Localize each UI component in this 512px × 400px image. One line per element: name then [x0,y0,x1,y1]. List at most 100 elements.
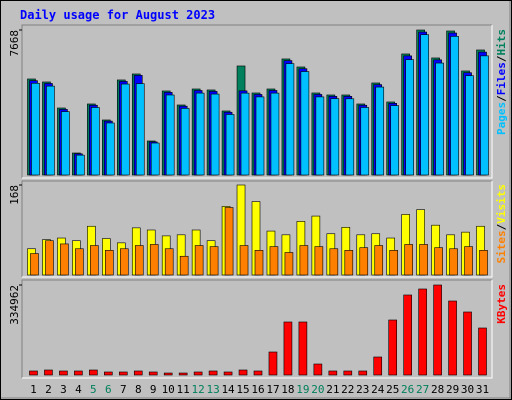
x-tick-label: 19 [296,383,309,396]
bar [165,94,175,176]
plot-area [22,280,492,378]
bar [208,370,218,376]
bar [29,370,38,376]
bar [60,243,69,276]
bar [106,122,115,176]
x-tick-label: 30 [461,383,474,396]
legend-entry: Hits [495,29,508,56]
bar [434,247,443,276]
x-tick-label: 2 [45,383,52,396]
bar [313,363,323,376]
x-tick-label: 25 [386,383,399,396]
bevel [22,181,493,278]
bar [419,244,428,276]
bar [435,62,444,176]
bar [480,55,489,176]
bar [238,369,248,376]
bar [345,98,355,176]
bar [179,255,189,276]
bar [223,371,233,376]
x-tick-label: 3 [60,383,67,396]
bar [465,75,474,176]
legend-entry: Visits [495,184,508,224]
x-tick-label: 18 [281,383,294,396]
x-tick-label: 26 [401,383,414,396]
x-tick-label: 10 [162,383,175,396]
x-tick-label: 31 [476,383,489,396]
chart-title: Daily usage for August 2023 [20,8,215,22]
x-tick-label: 23 [356,383,369,396]
bar [91,107,100,176]
bar [255,96,265,176]
x-tick-label: 15 [236,383,249,396]
bar [329,248,339,276]
bar [61,111,70,176]
x-tick-label: 22 [341,383,354,396]
x-tick-label: 6 [105,383,112,396]
bar [298,321,308,376]
bar [118,371,128,376]
bar [239,245,249,276]
bar [193,371,203,376]
bar [420,34,429,176]
y-tick-label: 334962 [8,285,21,325]
bar [44,369,53,376]
bar [285,63,295,176]
bar [270,92,280,176]
bar [375,86,385,176]
bar [328,370,338,376]
bar [284,252,294,276]
bevel [22,280,493,379]
x-tick-label: 29 [446,383,459,396]
bar [148,371,158,376]
bar [133,370,143,376]
bar [479,250,488,276]
bar [74,370,83,376]
bar [433,284,442,376]
bar [405,59,414,176]
bar [449,248,458,276]
bar [149,244,159,276]
bar [448,300,457,376]
bar [120,83,130,176]
bar [45,240,54,276]
bar [163,372,173,376]
legend-separator: / [495,95,508,102]
x-tick-label: 27 [416,383,429,396]
y-tick-label: 7668 [8,30,21,57]
bar [314,246,324,276]
legend-entry: Sites [495,230,508,263]
bar [225,114,235,176]
bevel [21,180,492,277]
x-tick-label: 4 [75,383,82,396]
bar [31,82,40,176]
bar [104,371,113,376]
bar [300,71,310,176]
legend: KBytes [495,284,508,324]
bar [388,319,398,376]
bar [209,246,219,276]
x-tick-label: 14 [221,383,235,396]
legend-entry: KBytes [495,284,508,324]
y-tick-label: 168 [8,185,21,205]
bar [76,154,85,176]
bar [478,327,487,376]
x-tick-label: 17 [266,383,279,396]
bar [75,248,84,276]
x-tick-label: 5 [90,383,97,396]
bar [299,245,309,276]
bar [268,351,278,376]
x-tick-label: 16 [251,383,264,396]
legend-separator: / [495,223,508,230]
bar [360,107,370,176]
bar [450,36,459,176]
x-tick-label: 9 [150,383,157,396]
bar [463,311,472,376]
x-tick-label: 11 [177,383,190,396]
x-tick-label: 13 [206,383,219,396]
bar [390,105,400,176]
bar [178,372,188,376]
bar [150,142,160,176]
x-tick-label: 24 [371,383,385,396]
bar [464,246,473,276]
